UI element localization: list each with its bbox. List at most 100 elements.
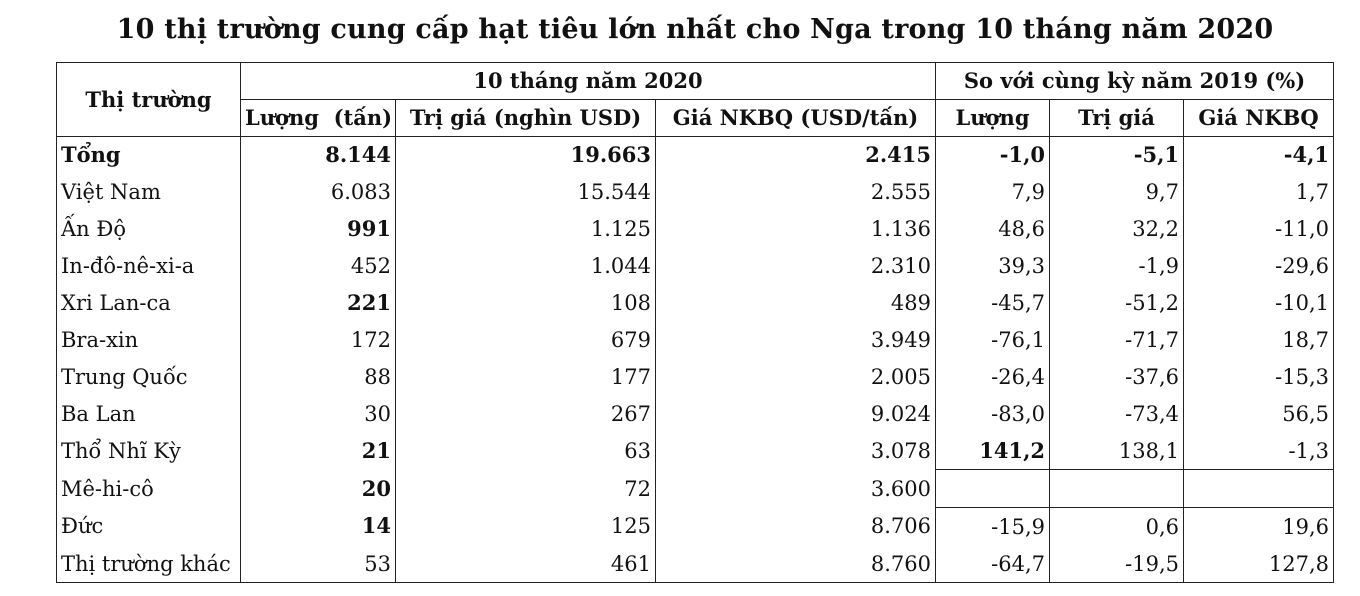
cell-price: 2.310 [654,247,937,284]
cell-value: 267 [395,395,656,432]
table-row: Mê-hi-cô 20 72 3.600 [56,469,1335,508]
cell-cmp-value: 138,1 [1049,432,1185,470]
table-title: 10 thị trường cung cấp hạt tiêu lớn nhất… [116,14,1274,45]
cell-price: 8.760 [654,545,937,583]
cell-cmp-price: 56,5 [1183,395,1335,432]
table-row: In-đô-nê-xi-a 452 1.044 2.310 39,3 -1,9 … [56,247,1335,284]
header-row-group: Thị trường 10 tháng năm 2020 So với cùng… [56,62,1335,137]
cell-cmp-volume: -26,4 [935,358,1051,395]
cell-value: 72 [395,469,656,508]
cell-cmp-volume: -64,7 [935,545,1051,583]
cell-volume: 452 [240,247,396,284]
header-group-compare: So với cùng kỳ năm 2019 (%) [935,62,1335,100]
header-value: Trị giá (nghìn USD) [395,99,656,137]
cell-price: 3.078 [654,432,937,470]
cell-cmp-volume [935,469,1051,508]
cell-name: Bra-xin [56,321,241,358]
cell-price: 2.415 [654,136,937,173]
cell-value: 1.125 [395,210,656,247]
table-row: Ấn Độ 991 1.125 1.136 48,6 32,2 -11,0 [56,210,1335,247]
cell-cmp-volume: 7,9 [935,173,1051,210]
total-row: Tổng 8.144 19.663 2.415 -1,0 -5,1 -4,1 [56,136,1335,173]
header-group-2020: 10 tháng năm 2020 [239,62,937,100]
cell-volume: 30 [240,395,396,432]
cell-cmp-volume: -45,7 [935,284,1051,321]
table-row: Bra-xin 172 679 3.949 -76,1 -71,7 18,7 [56,321,1335,358]
cell-volume: 6.083 [240,173,396,210]
cell-name: Đức [56,507,241,545]
cell-cmp-value: 32,2 [1049,210,1185,247]
cell-price: 489 [654,284,937,321]
cell-price: 9.024 [654,395,937,432]
cell-volume: 14 [240,507,396,545]
header-cmp-volume: Lượng [935,99,1051,137]
cell-name: Ấn Độ [56,210,241,247]
cell-value: 15.544 [395,173,656,210]
cell-cmp-value: -73,4 [1049,395,1185,432]
cell-price: 1.136 [654,210,937,247]
table-row: Trung Quốc 88 177 2.005 -26,4 -37,6 -15,… [56,358,1335,395]
cell-cmp-value: -5,1 [1049,136,1185,173]
header-row-columns: Lượng (tấn) Trị giá (nghìn USD) Giá NKBQ… [57,99,1335,137]
cell-cmp-price: -10,1 [1183,284,1335,321]
header-cmp-value: Trị giá [1049,99,1185,137]
header-price: Giá NKBQ (USD/tấn) [654,99,937,137]
cell-cmp-price: 18,7 [1183,321,1335,358]
table-row: Đức 14 125 8.706 -15,9 0,6 19,6 [56,507,1335,545]
cell-price: 2.005 [654,358,937,395]
cell-value: 1.044 [395,247,656,284]
cell-cmp-volume: 141,2 [935,432,1051,470]
cell-cmp-price: 19,6 [1183,507,1335,545]
cell-cmp-volume: 48,6 [935,210,1051,247]
cell-cmp-value: -51,2 [1049,284,1185,321]
cell-cmp-value: -1,9 [1049,247,1185,284]
cell-cmp-value: 9,7 [1049,173,1185,210]
cell-value: 19.663 [395,136,656,173]
cell-value: 461 [395,545,656,583]
cell-cmp-volume: -76,1 [935,321,1051,358]
cell-name: Thổ Nhĩ Kỳ [56,432,241,470]
cell-volume: 172 [240,321,396,358]
cell-cmp-price: -11,0 [1183,210,1335,247]
cell-name: Việt Nam [56,173,241,210]
cell-name: Trung Quốc [56,358,241,395]
cell-value: 125 [395,507,656,545]
cell-name: Thị trường khác [56,545,241,583]
cell-cmp-price: 1,7 [1183,173,1335,210]
cell-name: Xri Lan-ca [56,284,241,321]
cell-volume: 8.144 [240,136,396,173]
cell-cmp-value: 0,6 [1049,507,1185,545]
cell-name: In-đô-nê-xi-a [56,247,241,284]
cell-cmp-volume: -15,9 [935,507,1051,545]
cell-volume: 88 [240,358,396,395]
cell-price: 3.949 [654,321,937,358]
pepper-import-table: Thị trường 10 tháng năm 2020 So với cùng… [56,62,1335,583]
cell-cmp-price: -1,3 [1183,432,1335,470]
cell-value: 63 [395,432,656,470]
cell-volume: 221 [240,284,396,321]
cell-name: Ba Lan [56,395,241,432]
cell-cmp-price: -29,6 [1183,247,1335,284]
cell-cmp-price [1183,469,1335,508]
cell-volume: 20 [240,469,396,508]
header-volume: Lượng (tấn) [240,99,396,137]
cell-cmp-value: -37,6 [1049,358,1185,395]
cell-name: Tổng [56,136,241,173]
table-row: Thổ Nhĩ Kỳ 21 63 3.078 141,2 138,1 -1,3 [56,432,1335,470]
cell-volume: 53 [240,545,396,583]
cell-value: 679 [395,321,656,358]
cell-cmp-volume: -83,0 [935,395,1051,432]
cell-name: Mê-hi-cô [56,469,241,508]
table-row: Thị trường khác 53 461 8.760 -64,7 -19,5… [56,545,1335,583]
cell-price: 3.600 [654,469,937,508]
cell-value: 108 [395,284,656,321]
table-row: Ba Lan 30 267 9.024 -83,0 -73,4 56,5 [56,395,1335,432]
cell-cmp-price: -15,3 [1183,358,1335,395]
header-cmp-price: Giá NKBQ [1183,99,1335,137]
cell-cmp-value: -19,5 [1049,545,1185,583]
cell-cmp-volume: 39,3 [935,247,1051,284]
cell-cmp-price: 127,8 [1183,545,1335,583]
cell-volume: 21 [240,432,396,470]
cell-price: 2.555 [654,173,937,210]
cell-price: 8.706 [654,507,937,545]
